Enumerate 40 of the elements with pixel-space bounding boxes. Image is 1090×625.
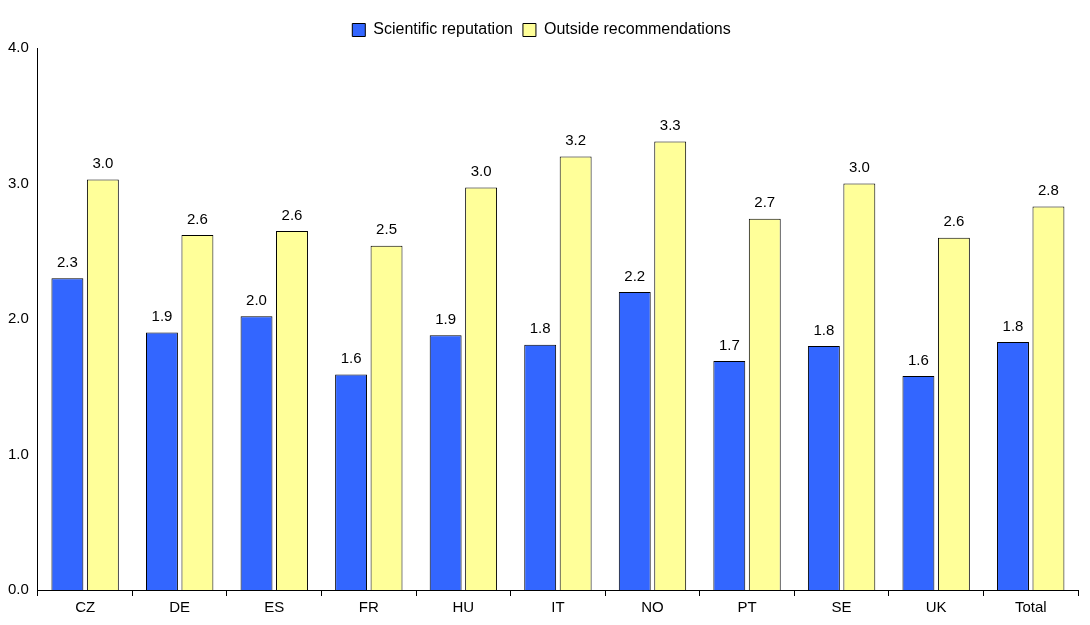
data-label: 3.0	[848, 158, 870, 176]
x-tick-label: CZ	[75, 598, 96, 616]
x-tick-label: ES	[264, 598, 285, 616]
data-label: 1.8	[1002, 316, 1024, 334]
data-label: 1.6	[340, 349, 362, 367]
data-label: 2.5	[376, 220, 397, 238]
y-tick-label: 0.0	[7, 580, 29, 598]
data-label: 2.7	[754, 193, 776, 211]
data-label: 1.8	[813, 320, 835, 338]
data-label: 3.0	[92, 154, 114, 172]
data-label: 1.8	[529, 319, 551, 337]
x-tick-label: IT	[551, 598, 565, 616]
data-label: 1.7	[718, 335, 740, 353]
data-label: 1.9	[151, 307, 173, 325]
data-label: 2.0	[246, 290, 267, 308]
x-tick-label: Total	[1014, 598, 1047, 616]
y-tick-label: 2.0	[7, 309, 29, 327]
x-tick-label: PT	[737, 598, 757, 616]
data-label: 2.6	[281, 205, 303, 223]
data-label: 2.6	[186, 209, 208, 227]
x-tick-label: DE	[169, 598, 191, 616]
x-tick-label: SE	[831, 598, 852, 616]
y-tick-label: 3.0	[7, 173, 29, 191]
data-label: 1.9	[435, 309, 457, 327]
data-label: 3.0	[470, 162, 492, 180]
x-tick-label: UK	[925, 598, 947, 616]
x-tick-label: NO	[641, 598, 664, 616]
y-tick-label: 1.0	[7, 444, 29, 462]
data-label: 2.6	[943, 212, 965, 230]
data-label: 3.2	[565, 131, 587, 149]
data-label: 3.3	[659, 116, 681, 134]
x-tick-label: FR	[358, 598, 379, 616]
data-label: 2.8	[1038, 181, 1059, 199]
legend-label: Scientific reputation	[373, 20, 513, 38]
data-label: 2.3	[56, 252, 78, 270]
legend-label: Outside recommendations	[543, 20, 731, 38]
data-label: 2.2	[624, 266, 646, 284]
x-tick-label: HU	[452, 598, 475, 616]
y-tick-label: 4.0	[7, 38, 29, 56]
data-label: 1.6	[908, 350, 929, 368]
